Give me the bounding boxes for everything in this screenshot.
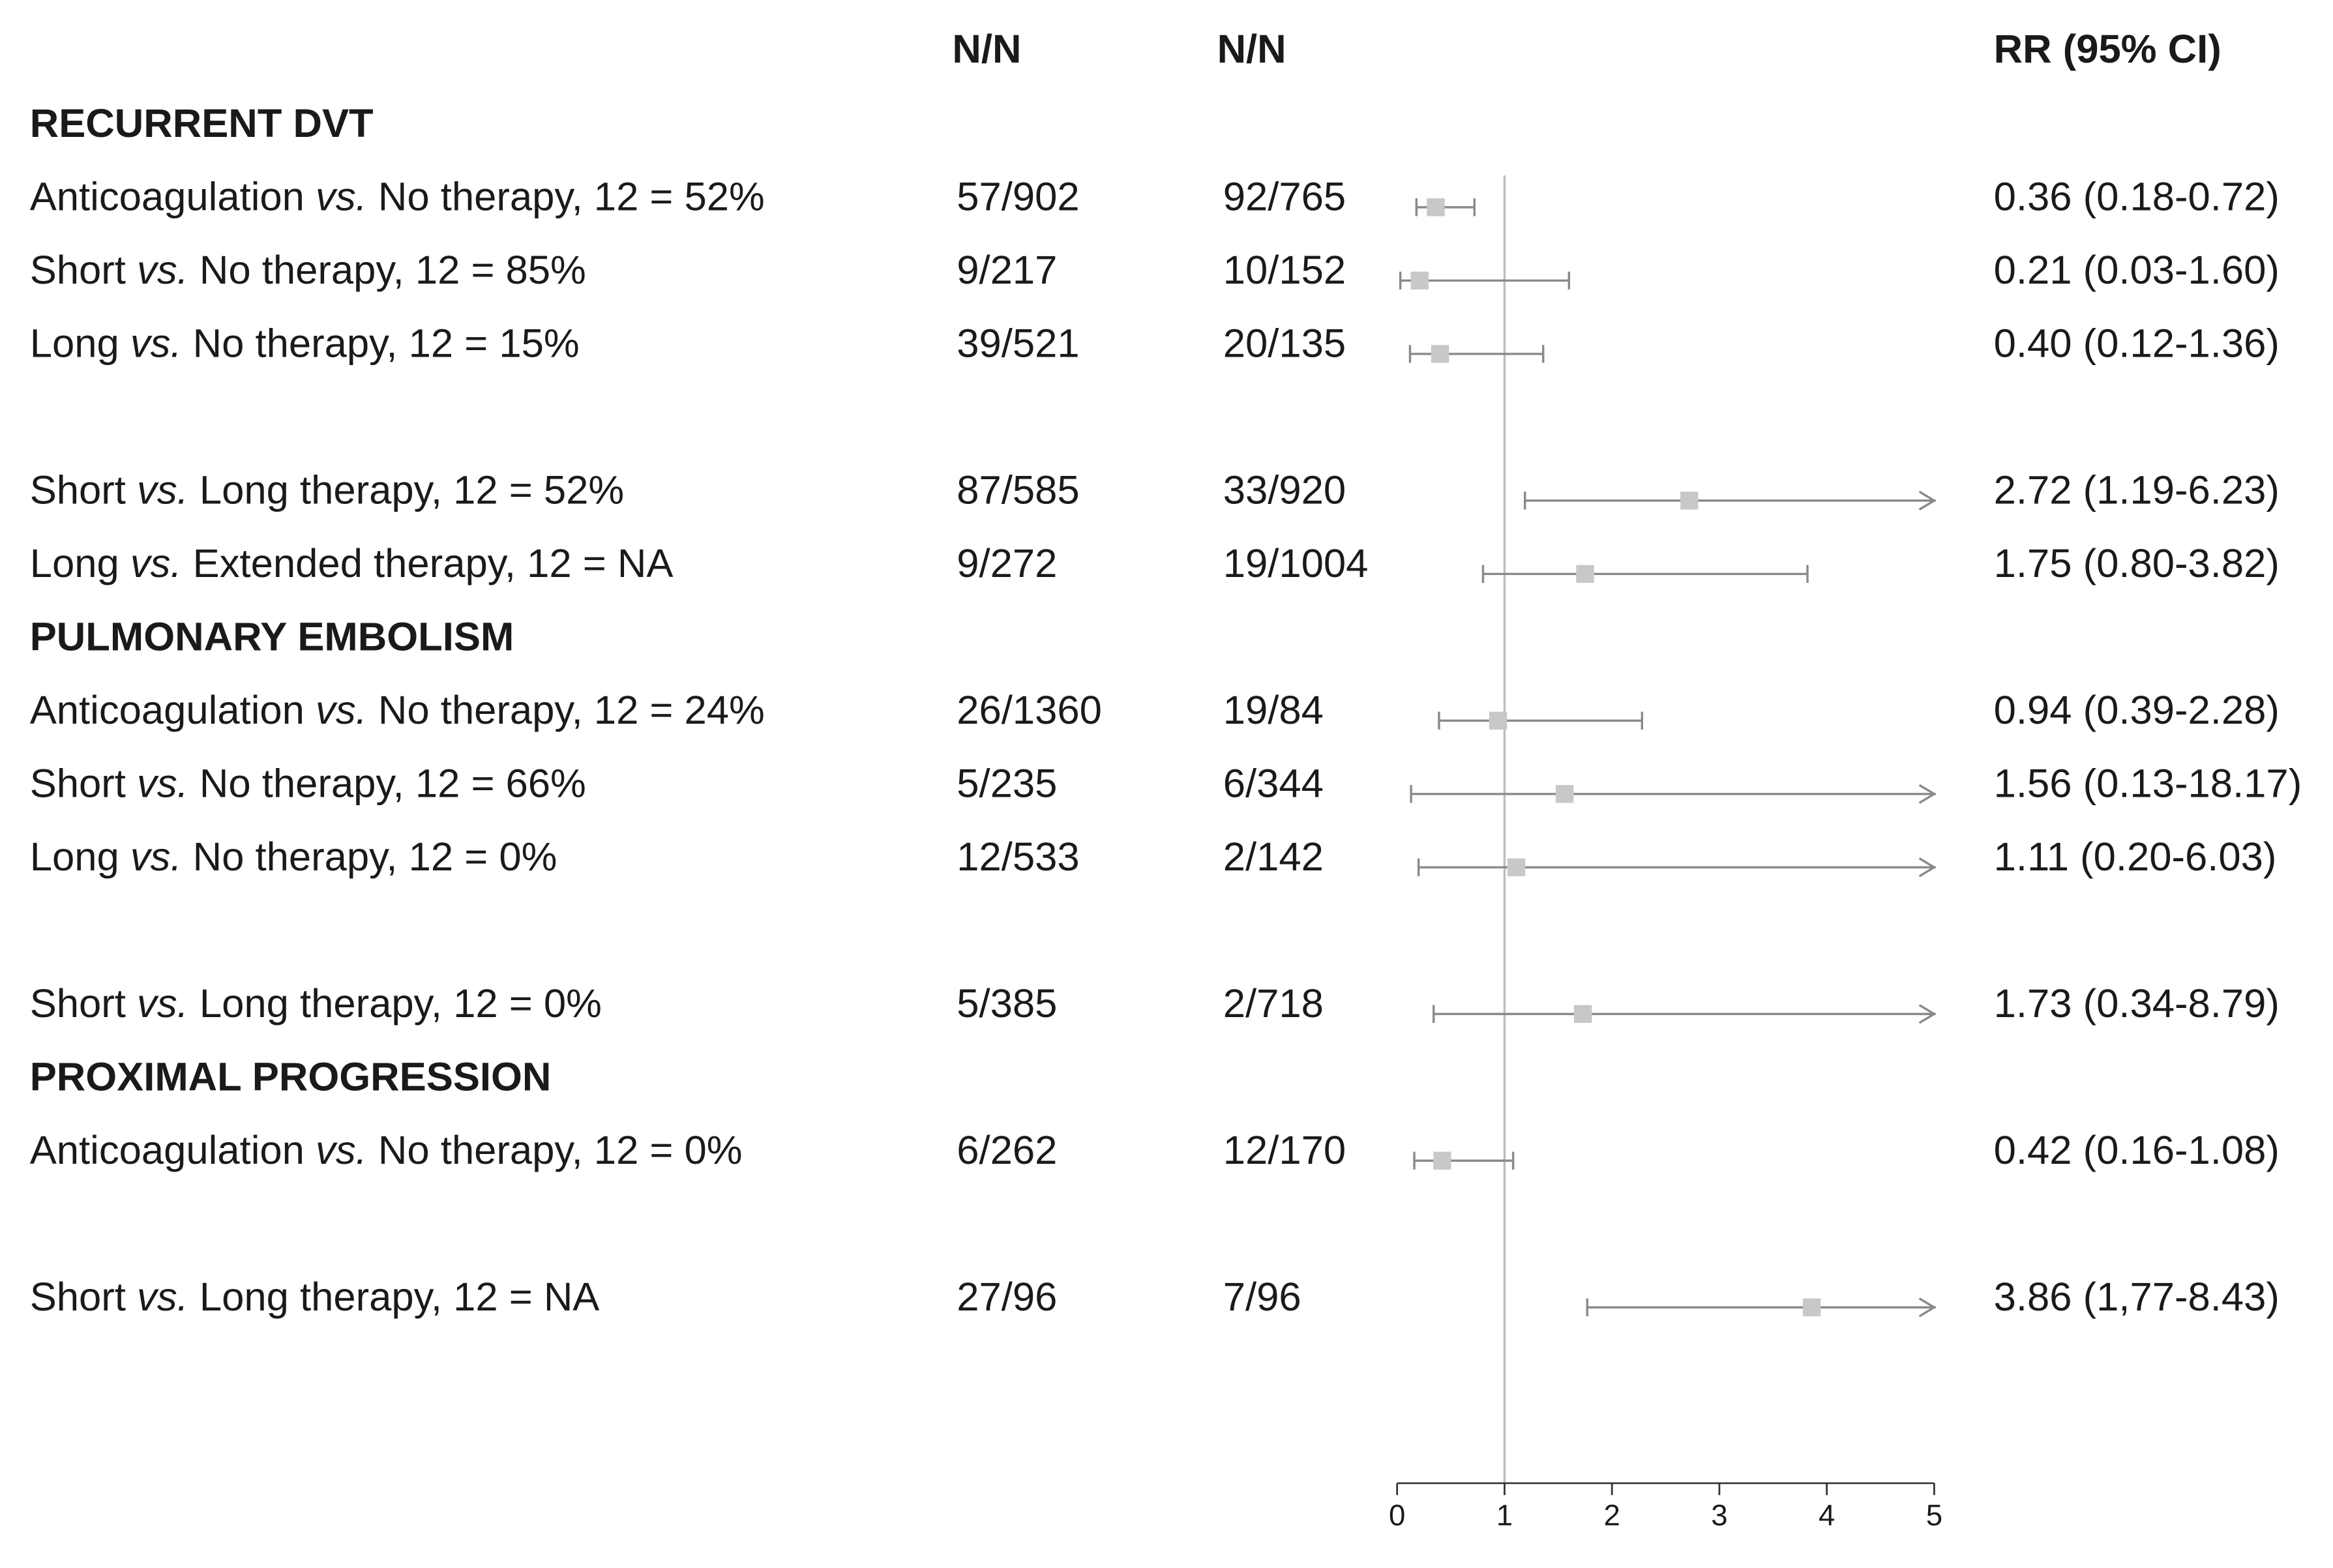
n-control: 12/170 [1223, 1128, 1346, 1173]
rr-label: 1.56 (0.13-18.17) [1994, 762, 2302, 806]
group-title: PULMONARY EMBOLISM [30, 615, 514, 660]
x-tick-label: 0 [1389, 1498, 1405, 1531]
rr-label: 1.73 (0.34-8.79) [1994, 981, 2280, 1026]
rr-label: 1.11 (0.20-6.03) [1994, 835, 2277, 880]
row-label: Short vs. Long therapy, 12 = 52% [30, 468, 624, 513]
rr-marker [1427, 198, 1445, 216]
rr-marker [1433, 1151, 1451, 1170]
row-label: Long vs. Extended therapy, 12 = NA [30, 541, 674, 586]
n-treatment: 39/521 [957, 321, 1079, 366]
rr-label: 0.36 (0.18-0.72) [1994, 175, 2280, 220]
n-treatment: 26/1360 [957, 688, 1102, 733]
n-control: 33/920 [1223, 468, 1346, 513]
row-label: Short vs. Long therapy, 12 = NA [30, 1275, 600, 1320]
rr-marker [1802, 1298, 1821, 1316]
x-tick-label: 5 [1926, 1498, 1942, 1531]
x-tick-label: 1 [1496, 1498, 1513, 1531]
rr-label: 0.94 (0.39-2.28) [1994, 688, 2280, 733]
n-control: 19/1004 [1223, 541, 1369, 586]
rr-marker [1576, 565, 1594, 584]
row-label: Anticoagulation vs. No therapy, 12 = 52% [30, 175, 765, 220]
ci-arrow [1918, 1297, 1937, 1318]
rr-marker [1489, 711, 1508, 730]
row-label: Short vs. No therapy, 12 = 66% [30, 762, 586, 806]
n-control: 10/152 [1223, 248, 1346, 293]
rr-label: 0.21 (0.03-1.60) [1994, 248, 2280, 293]
ci-arrow [1918, 1004, 1937, 1024]
column-header: N/N [952, 27, 1021, 72]
ci-arrow [1918, 857, 1937, 878]
ci-arrow [1918, 784, 1937, 804]
n-treatment: 5/385 [957, 981, 1057, 1026]
ci-arrow [1918, 490, 1937, 510]
x-tick-label: 3 [1711, 1498, 1727, 1531]
n-treatment: 6/262 [957, 1128, 1057, 1173]
n-treatment: 87/585 [957, 468, 1079, 513]
rr-marker [1507, 858, 1526, 876]
rr-label: 1.75 (0.80-3.82) [1994, 541, 2280, 586]
row-label: Short vs. Long therapy, 12 = 0% [30, 981, 602, 1026]
x-tick-label: 2 [1603, 1498, 1620, 1531]
rr-label: 2.72 (1.19-6.23) [1994, 468, 2280, 513]
row-label: Anticoagulation vs. No therapy, 12 = 24% [30, 688, 765, 733]
n-control: 2/142 [1223, 835, 1324, 880]
row-label: Short vs. No therapy, 12 = 85% [30, 248, 586, 293]
rr-marker [1680, 492, 1699, 510]
rr-label: 0.40 (0.12-1.36) [1994, 321, 2280, 366]
rr-marker [1555, 785, 1574, 803]
row-label: Long vs. No therapy, 12 = 15% [30, 321, 580, 366]
n-treatment: 5/235 [957, 762, 1057, 806]
row-label: Anticoagulation vs. No therapy, 12 = 0% [30, 1128, 743, 1173]
n-control: 7/96 [1223, 1275, 1301, 1320]
n-treatment: 27/96 [957, 1275, 1057, 1320]
n-control: 2/718 [1223, 981, 1324, 1026]
column-header: RR (95% CI) [1994, 27, 2222, 72]
rr-marker [1431, 345, 1449, 363]
rr-label: 0.42 (0.16-1.08) [1994, 1128, 2280, 1173]
rr-marker [1573, 1005, 1592, 1023]
n-control: 19/84 [1223, 688, 1324, 733]
n-control: 6/344 [1223, 762, 1324, 806]
n-control: 92/765 [1223, 175, 1346, 220]
column-header: N/N [1217, 27, 1286, 72]
n-treatment: 57/902 [957, 175, 1079, 220]
n-treatment: 12/533 [957, 835, 1079, 880]
group-title: PROXIMAL PROGRESSION [30, 1055, 552, 1100]
rr-label: 3.86 (1,77-8.43) [1994, 1275, 2280, 1320]
n-treatment: 9/272 [957, 541, 1057, 586]
n-treatment: 9/217 [957, 248, 1057, 293]
row-label: Long vs. No therapy, 12 = 0% [30, 835, 557, 880]
rr-marker [1410, 271, 1429, 290]
group-title: RECURRENT DVT [30, 101, 374, 146]
x-tick-label: 4 [1819, 1498, 1835, 1531]
n-control: 20/135 [1223, 321, 1346, 366]
